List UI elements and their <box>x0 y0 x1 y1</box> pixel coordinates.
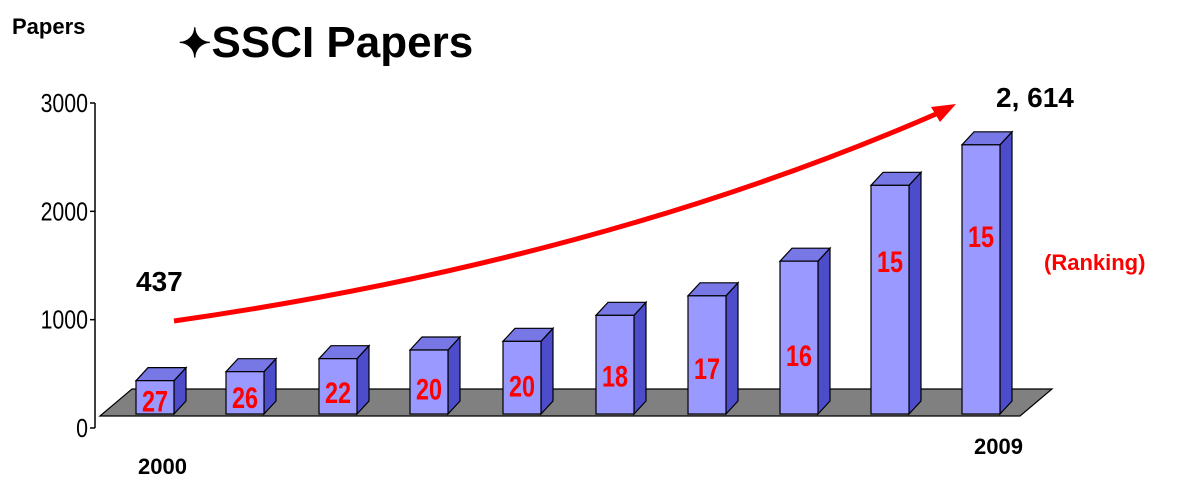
ranking-label: 18 <box>602 360 628 393</box>
bar-front <box>779 260 819 415</box>
bar: 20 <box>408 335 462 416</box>
y-tick-label: 3000 <box>41 89 88 119</box>
ranking-label: 15 <box>877 245 903 278</box>
bar-front <box>502 340 542 415</box>
ranking-label: 27 <box>142 385 168 418</box>
bar-front <box>409 349 449 415</box>
bar-front <box>961 144 1001 415</box>
bar: 22 <box>317 344 371 416</box>
bar-side <box>817 246 831 416</box>
ranking-label: 22 <box>325 376 351 409</box>
bars: 27 26 22 20 20 18 17 16 15 15 <box>134 130 1014 418</box>
bar-front <box>225 371 265 415</box>
ranking-label: 20 <box>509 370 535 403</box>
y-axis: 0 1000 2000 3000 <box>41 89 96 444</box>
bar-side <box>540 326 554 416</box>
ranking-label: 17 <box>694 352 720 385</box>
x-last-label: 2009 <box>974 434 1023 459</box>
bar: 18 <box>594 300 648 416</box>
y-axis-label: Papers <box>12 14 86 39</box>
four-pointed-star-icon: ✦ <box>178 22 212 66</box>
y-tick-label: 1000 <box>41 306 88 336</box>
x-first-label: 2000 <box>138 454 187 479</box>
start-value-label: 437 <box>136 266 183 297</box>
trend-arrow <box>173 111 937 324</box>
end-value-label: 2, 614 <box>996 82 1074 113</box>
bar-front <box>687 295 727 415</box>
ranking-label: 16 <box>786 339 812 372</box>
bar-front <box>135 380 175 415</box>
bar-side <box>633 300 647 416</box>
bar-side <box>725 281 739 416</box>
ranking-legend: (Ranking) <box>1044 250 1146 275</box>
trend-arrow-head <box>931 104 956 122</box>
bar-side <box>999 130 1013 416</box>
bar-front <box>595 314 635 415</box>
bar: 17 <box>686 281 740 416</box>
chart-title: ✦SSCI Papers <box>178 18 473 68</box>
bar: 26 <box>224 357 278 416</box>
bar: 15 <box>960 130 1014 416</box>
y-tick-label: 0 <box>76 414 88 444</box>
ranking-label: 15 <box>968 220 994 253</box>
y-tick-label: 2000 <box>41 197 88 227</box>
ranking-label: 26 <box>232 381 258 414</box>
bar-side <box>908 170 922 416</box>
ranking-label: 20 <box>416 373 442 406</box>
chart-title-text: SSCI Papers <box>211 18 474 67</box>
bar: 15 <box>869 170 923 416</box>
bar: 16 <box>778 246 832 416</box>
bar: 27 <box>134 366 188 418</box>
bar-front <box>870 184 910 415</box>
bar-front <box>318 358 358 415</box>
bar: 20 <box>501 326 555 416</box>
